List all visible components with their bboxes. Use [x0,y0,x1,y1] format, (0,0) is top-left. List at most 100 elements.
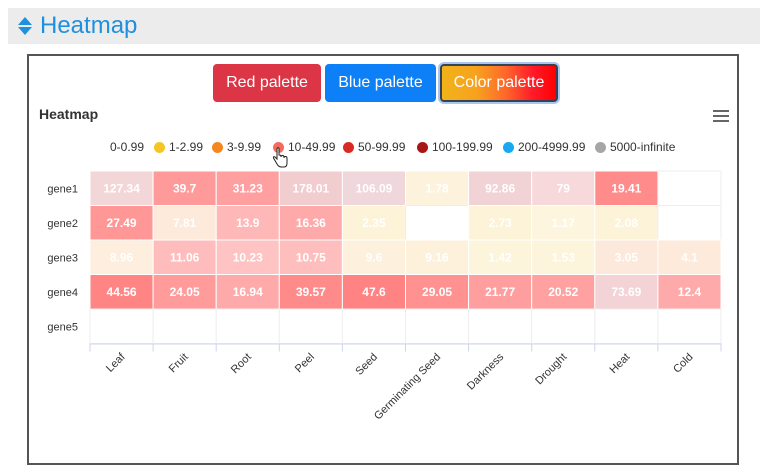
cell-value-label: 2.08 [615,216,639,230]
heatmap-cell[interactable] [594,205,659,241]
legend-marker [503,141,514,153]
legend-item[interactable]: 0-0.99 [110,140,144,154]
heatmap-cell[interactable] [468,239,533,275]
heatmap-cell[interactable] [215,170,280,206]
heatmap-cell[interactable] [341,239,406,275]
chart-title: Heatmap [39,106,99,122]
legend-item[interactable]: 1-2.99 [154,140,203,154]
legend-marker [595,141,606,153]
legend-label: 10-49.99 [288,140,336,154]
legend-label: 5000-infinite [610,140,676,154]
heatmap-panel: Red palette Blue palette Color palette H… [27,54,739,465]
cell-value-label: 73.69 [611,285,641,299]
x-axis-label: Root [229,351,254,376]
cell-value-label: 2.35 [362,216,386,230]
cell-value-label: 39.7 [173,181,197,195]
heatmap-cell[interactable] [341,274,406,310]
y-axis-label: gene5 [47,321,78,333]
legend-item[interactable]: 100-199.99 [417,140,493,154]
sort-toggle-icon[interactable] [18,16,32,36]
heatmap-cell[interactable] [657,274,722,310]
cell-value-label: 92.86 [485,181,515,195]
heatmap-chart: 127.34 39.7 31.23 178.01 106.09 1.78 92.86 79 19… [47,170,722,422]
heatmap-cell[interactable] [531,274,596,310]
legend-item[interactable]: 3-9.99 [212,140,261,154]
heatmap-cell[interactable] [89,274,154,310]
heatmap-cell[interactable] [405,308,470,344]
cell-value-label: 3.05 [615,250,639,264]
heatmap-cell[interactable] [341,170,406,206]
heatmap-cell[interactable] [405,170,470,206]
heatmap-cell[interactable] [594,308,659,344]
heatmap-cell[interactable] [405,205,470,241]
heatmap-cell[interactable] [89,205,154,241]
heatmap-cell[interactable] [405,274,470,310]
cell-value-label: 10.23 [233,250,263,264]
legend-label: 1-2.99 [169,140,204,154]
cell-value-label: 39.57 [296,285,326,299]
cell-value-label: 8.96 [110,250,134,264]
heatmap-cell[interactable] [215,239,280,275]
legend-marker [417,141,428,153]
heatmap-cell[interactable] [215,308,280,344]
heatmap-cell[interactable] [531,205,596,241]
heatmap-cell[interactable] [278,308,343,344]
legend-label: 50-99.99 [358,140,406,154]
heatmap-cell[interactable] [594,170,659,206]
chart-menu-icon[interactable] [713,110,729,122]
heatmap-cell[interactable] [657,205,722,241]
cell-value-label: 13.9 [236,216,260,230]
legend-item[interactable]: 10-49.99 [273,140,335,154]
legend-label: 0-0.99 [110,140,145,154]
heatmap-cell[interactable] [341,308,406,344]
cell-value-label: 47.6 [362,285,386,299]
chart-legend: 0-0.99 1-2.99 3-9.99 10-49.99 50-99.99 100-19… [29,140,741,158]
cell-value-label: 9.6 [366,250,383,264]
heatmap-cell[interactable] [531,239,596,275]
cell-value-label: 20.52 [548,285,578,299]
heatmap-cell[interactable] [468,205,533,241]
cell-value-label: 106.09 [356,181,393,195]
heatmap-cell[interactable] [278,170,343,206]
heatmap-cell[interactable] [657,170,722,206]
section-title: Heatmap [40,12,138,39]
legend-label: 100-199.99 [432,140,493,154]
heatmap-cell[interactable] [405,239,470,275]
heatmap-cell[interactable] [278,205,343,241]
cell-value-label: 127.34 [103,181,140,195]
heatmap-cell[interactable] [468,274,533,310]
heatmap-cell[interactable] [594,239,659,275]
legend-item[interactable]: 5000-infinite [595,140,675,154]
heatmap-cell[interactable] [89,170,154,206]
heatmap-cell[interactable] [531,308,596,344]
heatmap-cell[interactable] [152,274,217,310]
heatmap-cell[interactable] [468,170,533,206]
x-axis-label: Leaf [104,350,128,374]
heatmap-cell[interactable] [341,205,406,241]
heatmap-cell[interactable] [215,274,280,310]
heatmap-cell[interactable] [657,239,722,275]
color-palette-button[interactable]: Color palette [440,64,558,102]
heatmap-cell[interactable] [152,205,217,241]
blue-palette-button[interactable]: Blue palette [325,64,436,102]
heatmap-cell[interactable] [89,308,154,344]
cell-value-label: 178.01 [292,181,329,195]
x-axis-label: Peel [293,351,317,375]
heatmap-cell[interactable] [152,170,217,206]
heatmap-cell[interactable] [468,308,533,344]
section-header[interactable]: Heatmap [8,8,760,44]
heatmap-cell[interactable] [531,170,596,206]
heatmap-cell[interactable] [278,239,343,275]
heatmap-cell[interactable] [152,239,217,275]
legend-item[interactable]: 50-99.99 [343,140,405,154]
heatmap-cell[interactable] [594,274,659,310]
legend-marker [273,141,284,153]
heatmap-cell[interactable] [215,205,280,241]
heatmap-cell[interactable] [152,308,217,344]
heatmap-cell[interactable] [657,308,722,344]
heatmap-cell[interactable] [278,274,343,310]
heatmap-cell[interactable] [89,239,154,275]
red-palette-button[interactable]: Red palette [213,64,321,102]
legend-item[interactable]: 200-4999.99 [503,140,585,154]
cell-value-label: 19.41 [611,181,641,195]
